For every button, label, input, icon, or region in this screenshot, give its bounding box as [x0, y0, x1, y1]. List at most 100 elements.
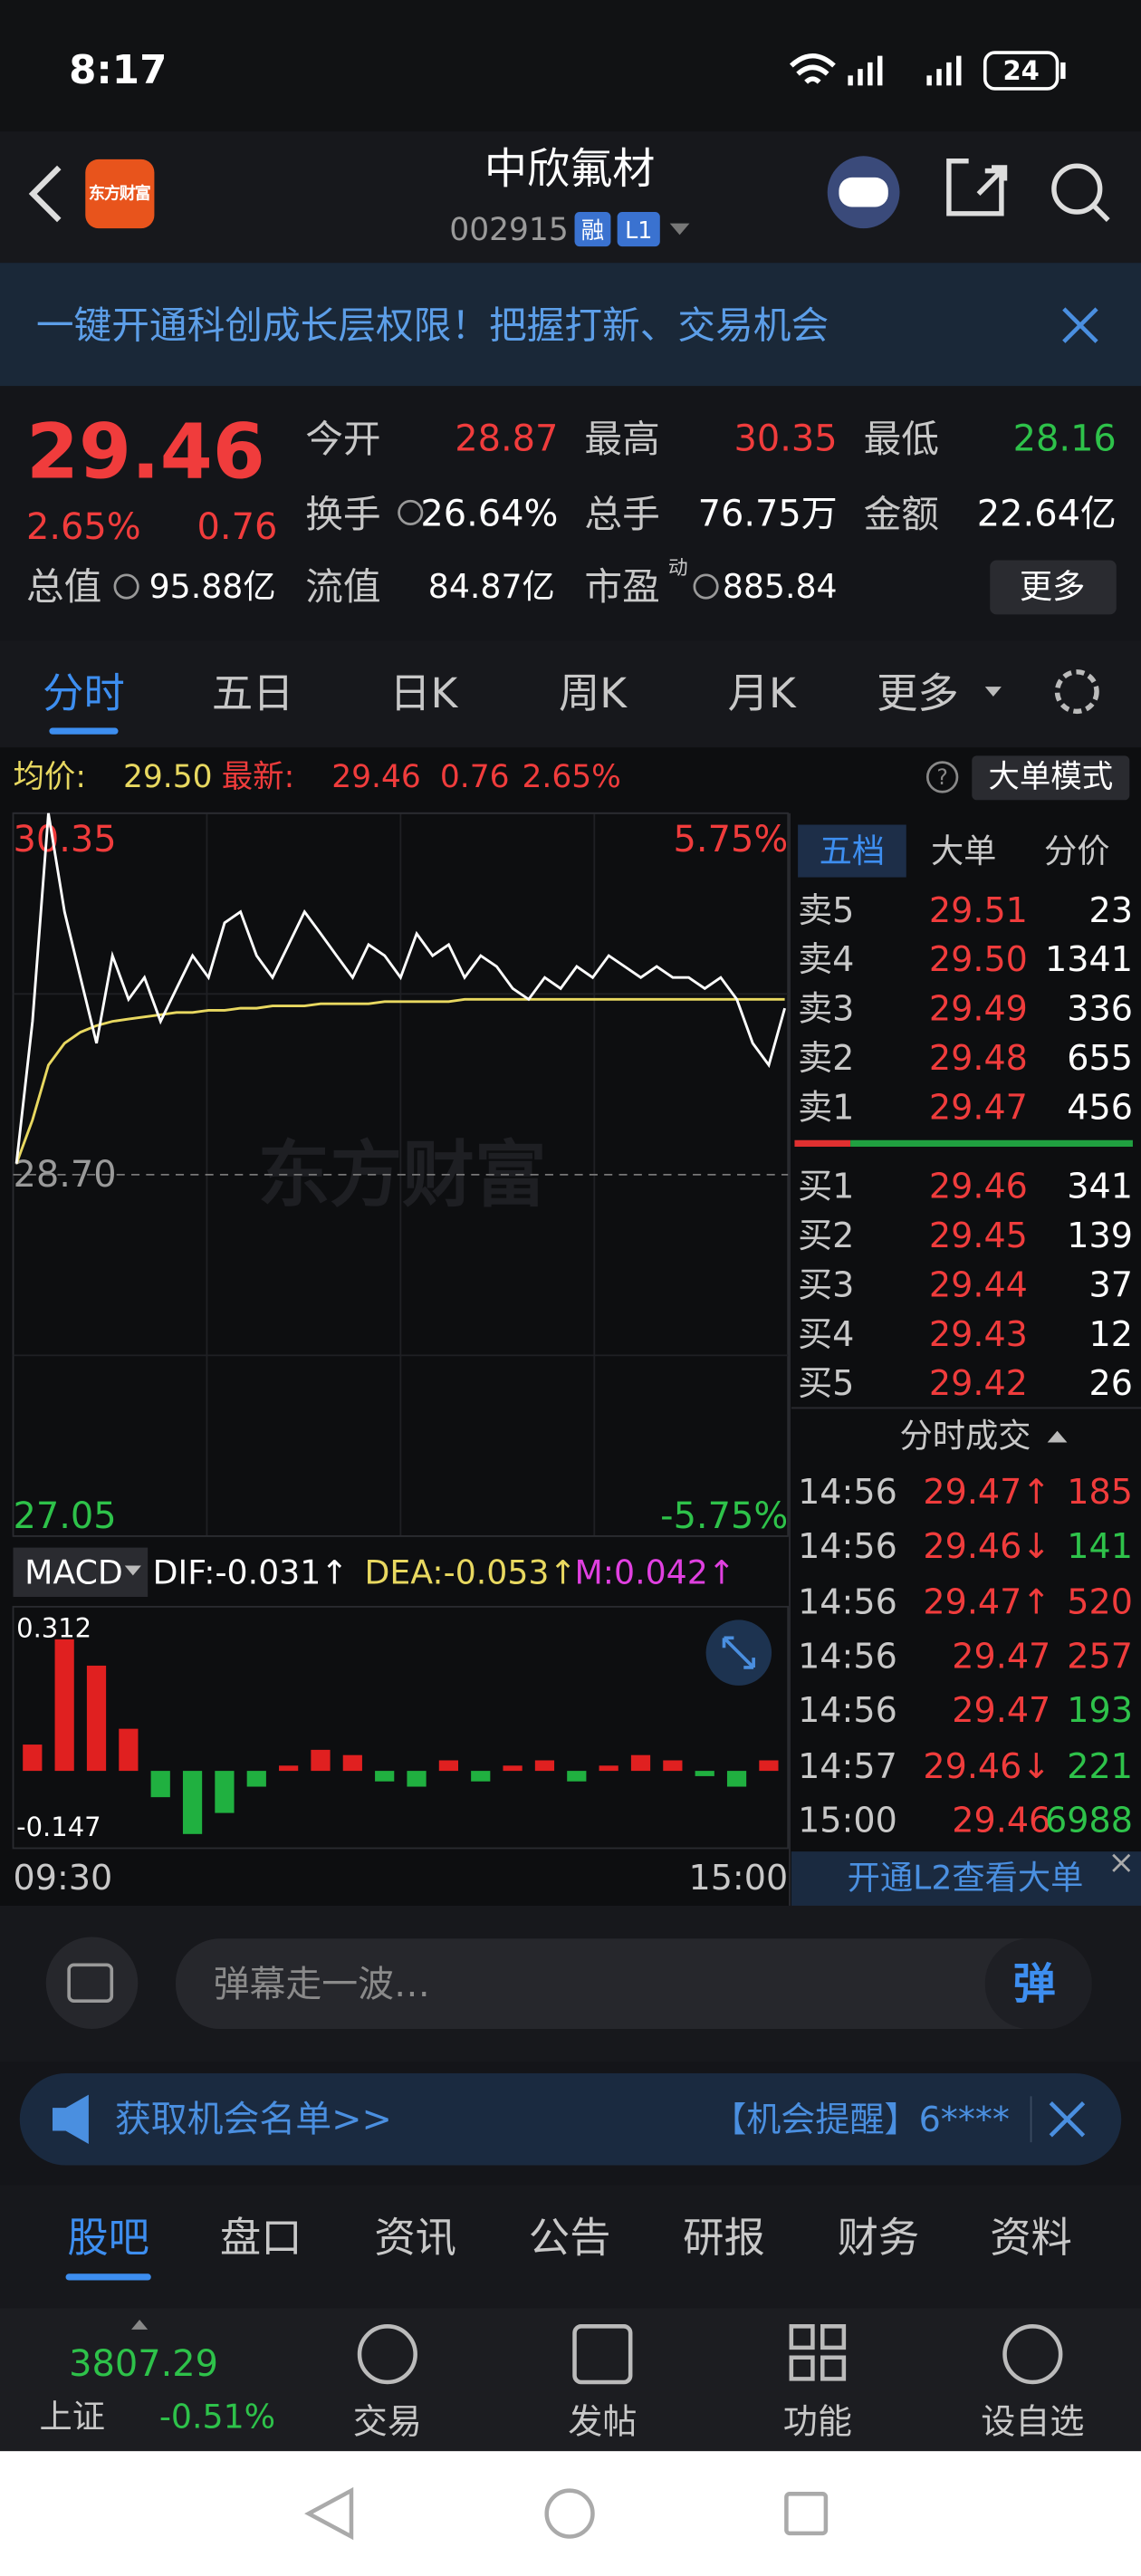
quote-label: 流值 — [305, 564, 380, 609]
chart-tab[interactable]: 日K — [389, 669, 458, 717]
comment-placeholder[interactable]: 弹幕走一波… — [214, 1964, 430, 2005]
quote-value: 28.16 — [1013, 418, 1117, 459]
macd-dropdown[interactable] — [124, 1565, 141, 1576]
macd-bar — [726, 1771, 747, 1787]
trade-price: 29.47↑ — [923, 1472, 1050, 1512]
function-icon[interactable] — [789, 2324, 847, 2381]
comment-icon[interactable] — [45, 1937, 139, 2030]
order-book-tab[interactable]: 分价 — [1044, 831, 1109, 870]
search-handle — [1091, 203, 1110, 222]
trade-time: 14:56 — [798, 1690, 897, 1730]
l2-close[interactable] — [1112, 1853, 1131, 1872]
app-logo[interactable] — [85, 159, 155, 229]
trade-time: 14:56 — [798, 1636, 897, 1676]
pe-superscript: 动 — [668, 557, 688, 580]
chart-area — [0, 747, 1141, 1906]
tab-dropdown[interactable] — [984, 687, 1002, 697]
bottom-tab[interactable]: 研报 — [683, 2214, 765, 2262]
macd-bar — [311, 1749, 331, 1772]
trade-icon[interactable] — [357, 2324, 417, 2385]
bottom-tab[interactable]: 股吧 — [67, 2214, 149, 2262]
settings-button[interactable] — [1054, 669, 1099, 715]
assistant-face — [839, 177, 888, 207]
level-tag: L1 — [625, 216, 652, 244]
banner[interactable] — [0, 263, 1141, 387]
index-change: -0.51% — [159, 2398, 275, 2437]
info-icon[interactable] — [693, 573, 719, 600]
quote-label: 换手 — [305, 492, 380, 536]
system-recents[interactable] — [784, 2492, 829, 2536]
trades-toggle[interactable] — [1047, 1430, 1068, 1443]
post-icon[interactable] — [572, 2324, 633, 2385]
order-price: 29.44 — [929, 1264, 1028, 1304]
l2-link[interactable]: 开通L2查看大单 — [848, 1859, 1084, 1898]
trade-time: 14:56 — [798, 1526, 897, 1566]
back-button[interactable] — [28, 165, 62, 223]
chart-tab[interactable]: 周K — [559, 669, 628, 717]
quote-value: 26.64% — [420, 494, 558, 535]
pct-bottom-label: -5.75% — [660, 1495, 788, 1537]
quote-value: 95.88亿 — [149, 567, 276, 606]
chart-tab[interactable]: 更多 — [877, 669, 959, 717]
quote-value: 30.35 — [734, 418, 837, 459]
chart-tab[interactable]: 五日 — [212, 669, 294, 717]
macd-bar — [119, 1728, 139, 1772]
nav-item[interactable]: 功能 — [783, 2402, 852, 2442]
level-dropdown[interactable] — [669, 223, 690, 235]
quote-label: 市盈 — [584, 564, 659, 609]
info-icon[interactable] — [398, 499, 424, 525]
macd-bar — [246, 1771, 266, 1787]
macd-label[interactable]: MACD — [24, 1552, 123, 1591]
comment-send[interactable] — [984, 1938, 1092, 2030]
search-button[interactable] — [1051, 163, 1103, 215]
ad-bar[interactable] — [19, 2072, 1122, 2166]
order-book-tab[interactable]: 大单 — [931, 831, 996, 870]
system-home[interactable] — [544, 2488, 595, 2539]
more-button[interactable] — [990, 560, 1117, 615]
bottom-tab[interactable]: 财务 — [838, 2214, 920, 2262]
status-bar — [0, 0, 1141, 132]
order-level: 买5 — [798, 1363, 854, 1403]
order-price: 29.50 — [929, 939, 1028, 979]
banner-text[interactable]: 一键开通科创成长层权限！把握打新、交易机会 — [36, 303, 829, 348]
macd-bar — [407, 1771, 427, 1787]
quote-label: 总值 — [26, 564, 101, 609]
comment-send-label[interactable]: 弹 — [1013, 1960, 1056, 2010]
l2-bar[interactable] — [791, 1851, 1141, 1906]
big-order-mode-button[interactable] — [972, 755, 1130, 801]
watchlist-icon[interactable] — [1002, 2324, 1063, 2385]
order-volume: 341 — [1067, 1167, 1133, 1206]
chart-tab[interactable]: 分时 — [43, 669, 125, 717]
ad-text[interactable]: 获取机会名单>> — [115, 2099, 392, 2140]
ad-alert[interactable]: 【机会提醒】6**** — [712, 2100, 1010, 2139]
order-volume: 336 — [1067, 989, 1133, 1029]
macd-bar — [23, 1745, 43, 1772]
system-back[interactable] — [304, 2486, 354, 2541]
quote-label: 金额 — [864, 492, 939, 536]
comment-icon-glyph — [67, 1963, 114, 2003]
comment-input[interactable] — [175, 1938, 1092, 2030]
quote-panel — [0, 386, 1141, 641]
chart-tab[interactable]: 月K — [728, 669, 797, 717]
nav-item[interactable]: 发帖 — [568, 2402, 637, 2442]
clock: 8:17 — [69, 48, 167, 93]
order-book-tab[interactable]: 五档 — [820, 831, 885, 870]
bottom-tab[interactable]: 公告 — [529, 2214, 611, 2262]
bottom-tab[interactable]: 资料 — [990, 2214, 1072, 2262]
banner-close[interactable] — [1062, 307, 1098, 343]
help-icon[interactable] — [925, 761, 959, 793]
bottom-tab[interactable]: 资讯 — [374, 2214, 456, 2262]
nav-item[interactable]: 设自选 — [981, 2402, 1084, 2442]
share-button[interactable] — [946, 159, 1008, 216]
bottom-tab[interactable]: 盘口 — [220, 2214, 302, 2262]
info-icon[interactable] — [113, 573, 139, 600]
trade-price: 29.46↓ — [923, 1746, 1050, 1786]
more-button-label[interactable]: 更多 — [1020, 567, 1085, 606]
macd-selector[interactable] — [13, 1547, 149, 1597]
nav-item[interactable]: 交易 — [353, 2402, 422, 2442]
big-order-mode[interactable]: 大单模式 — [988, 759, 1113, 795]
macd-bar — [567, 1771, 587, 1782]
ad-close[interactable] — [1049, 2101, 1086, 2138]
index-toggle[interactable] — [131, 2320, 149, 2330]
